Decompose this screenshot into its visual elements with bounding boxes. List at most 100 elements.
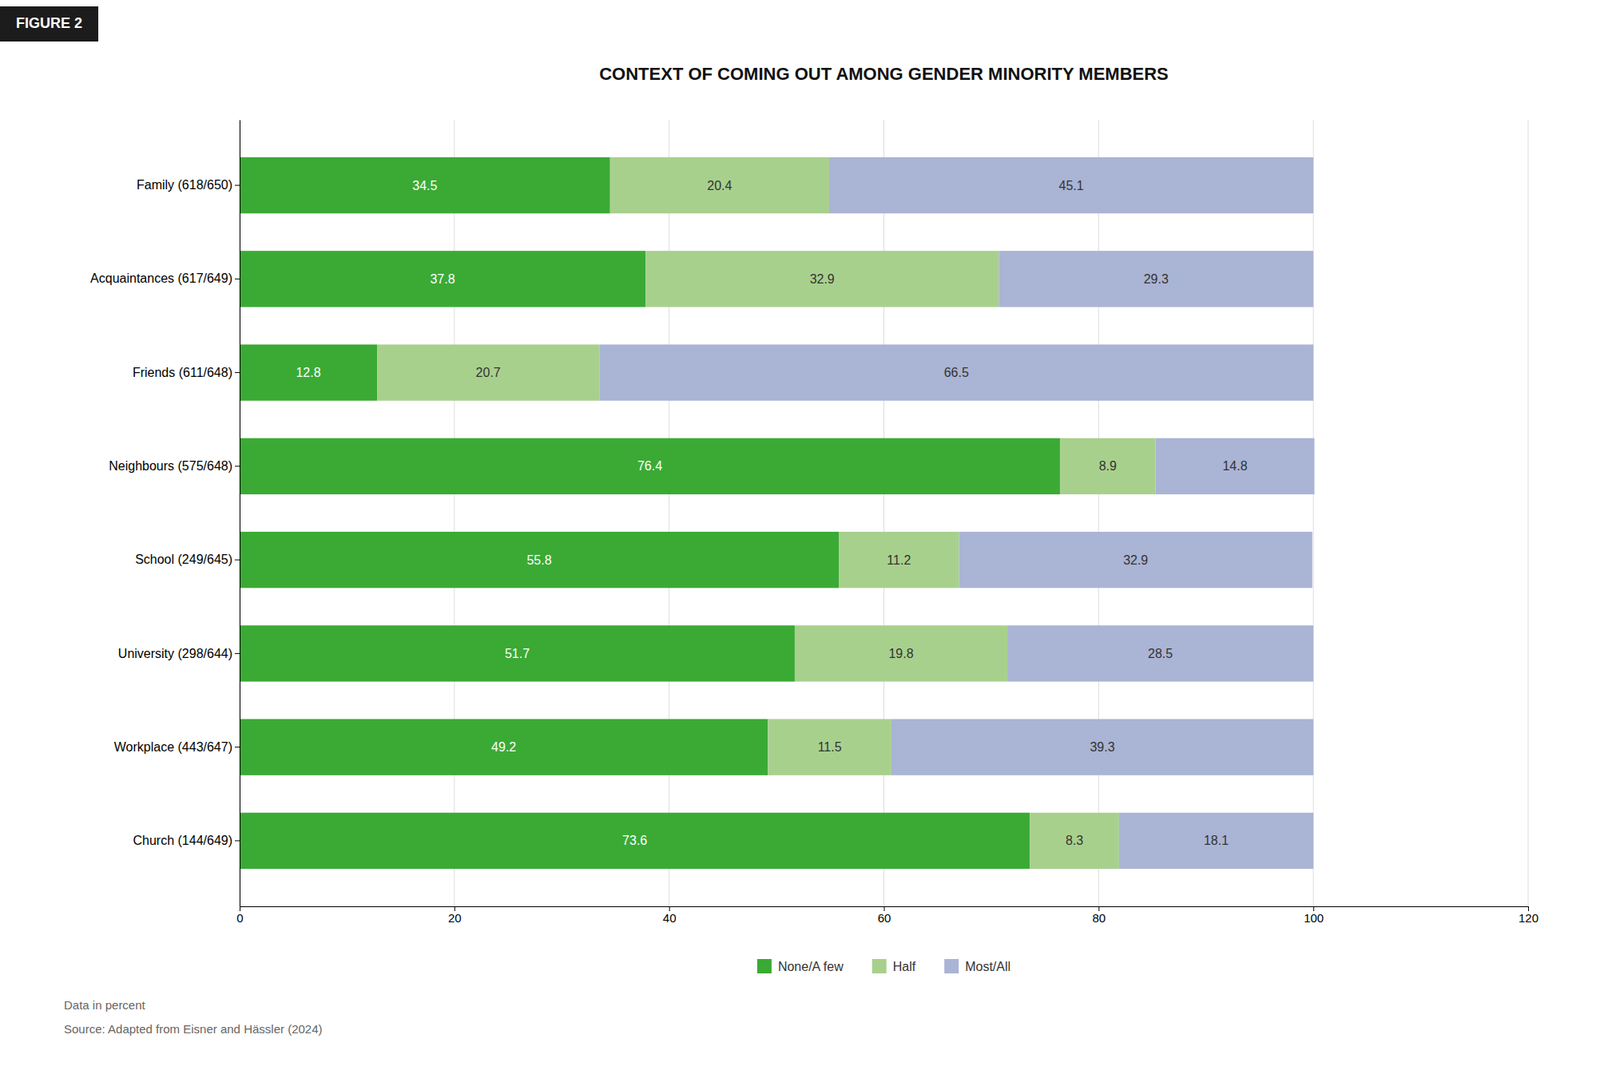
title: CONTEXT OF COMING OUT AMONG GENDER MINOR… <box>599 63 1169 84</box>
y-tick: Family (618/650) <box>136 178 240 192</box>
data-labels: 34.5 37.8 12.8 76.4 55.8 51.7 49.2 73.6 20.4 32.9… <box>295 178 1247 849</box>
legend-swatch <box>872 959 887 974</box>
legend-item: Half <box>872 959 917 974</box>
y-axis: Family (618/650) Acquaintances (617/649) F… <box>90 120 240 908</box>
data-label: 11.2 <box>886 553 911 568</box>
y-tick: Neighbours (575/648) <box>108 459 240 473</box>
y-tick-mark <box>234 185 240 187</box>
y-tick-label: Acquaintances (617/649) <box>90 271 233 286</box>
grid <box>239 119 1529 907</box>
data-label: 34.5 <box>412 178 437 193</box>
bar-segment <box>1029 813 1120 870</box>
x-tick-label: 20 <box>448 911 462 926</box>
data-label: 32.9 <box>809 272 835 286</box>
data-label: 28.5 <box>1147 647 1173 661</box>
legend-label: Most/All <box>964 960 1011 974</box>
bar-segment <box>838 532 960 588</box>
grid-line <box>1098 119 1100 907</box>
y-tick-mark <box>234 278 240 280</box>
bar-segment <box>239 438 1061 495</box>
x-tick: 40 <box>663 906 677 926</box>
bar-segment <box>645 250 999 307</box>
data-label: 49.2 <box>491 740 517 755</box>
data-label: 76.4 <box>637 459 663 473</box>
grid-line <box>668 119 670 907</box>
x-tick: 0 <box>236 906 243 926</box>
data-label: 19.8 <box>888 647 914 661</box>
bar-segment <box>794 625 1008 682</box>
grid-line <box>453 119 455 907</box>
y-tick-mark <box>234 746 240 748</box>
x-tick-label: 0 <box>236 911 243 926</box>
legend-item: Most/All <box>944 959 1011 974</box>
x-tick: 120 <box>1518 906 1539 926</box>
bar-segment <box>767 718 892 775</box>
data-label: 37.8 <box>429 272 455 286</box>
bar-segment <box>239 532 839 588</box>
y-tick-label: Friends (611/648) <box>132 365 233 380</box>
data-label: 45.1 <box>1058 178 1084 193</box>
bar-segment <box>239 718 768 775</box>
legend-item: None/A few <box>757 959 844 974</box>
grid-line <box>1528 119 1529 907</box>
bar-segment <box>377 344 600 401</box>
y-tick-mark <box>234 465 240 467</box>
y-tick: Church (144/649) <box>132 833 240 848</box>
y-tick-label: Family (618/650) <box>136 178 233 192</box>
plot-area: 0 20 40 60 80 100 120 Family (618/650) Acquainta… <box>90 119 1539 926</box>
bar-segment <box>239 157 611 214</box>
x-tick-label: 60 <box>877 911 892 926</box>
x-tick-label: 80 <box>1091 911 1106 926</box>
data-label: 14.8 <box>1222 459 1247 473</box>
data-label: 66.5 <box>944 365 969 380</box>
y-tick-label: Workplace (443/647) <box>114 740 233 755</box>
x-tick-label: 100 <box>1303 911 1324 926</box>
data-label: 32.9 <box>1123 553 1148 568</box>
x-tick: 80 <box>1091 906 1106 926</box>
bar-segment <box>239 250 646 307</box>
y-tick: Acquaintances (617/649) <box>90 271 240 286</box>
bar-segment <box>998 250 1314 307</box>
bar-segment <box>829 157 1314 214</box>
data-label: 73.6 <box>622 833 648 848</box>
y-tick: Friends (611/648) <box>132 365 240 380</box>
y-tick: Workplace (443/647) <box>114 740 240 755</box>
bar-segment <box>891 718 1314 775</box>
bar-segment <box>1060 438 1156 495</box>
data-label: 20.4 <box>706 178 732 193</box>
data-label: 18.1 <box>1203 833 1229 848</box>
legend: None/A few Half Most/All <box>757 959 1011 974</box>
y-tick-label: School (249/645) <box>134 552 233 567</box>
x-tick: 20 <box>448 906 462 926</box>
x-axis: 0 20 40 60 80 100 120 <box>236 906 1539 926</box>
x-tick-label: 120 <box>1518 911 1539 926</box>
figure-label-box <box>0 6 99 42</box>
x-tick: 60 <box>877 906 892 926</box>
x-tick-label: 40 <box>663 911 677 926</box>
y-tick-mark <box>234 559 240 561</box>
footnote: Data in percent <box>63 998 147 1013</box>
grid-line <box>883 119 885 907</box>
bar-segment <box>1007 625 1314 682</box>
chart: FIGURE 2 CONTEXT OF COMING OUT AMONG GEND… <box>0 0 1600 1082</box>
grid-line <box>1313 119 1315 907</box>
y-tick-mark <box>234 840 240 842</box>
data-label: 11.5 <box>817 740 842 755</box>
data-label: 12.8 <box>295 365 321 380</box>
bar-segment <box>959 532 1313 588</box>
legend-label: None/A few <box>778 960 844 974</box>
data-label: 29.3 <box>1143 272 1169 286</box>
data-label: 39.3 <box>1089 740 1115 755</box>
legend-swatch <box>944 959 959 974</box>
x-tick: 100 <box>1303 906 1324 926</box>
figure-label-text: FIGURE 2 <box>15 15 83 32</box>
legend-swatch <box>757 959 772 974</box>
bar-segment <box>1155 438 1315 495</box>
y-tick: School (249/645) <box>134 552 240 567</box>
legend-label: Half <box>893 960 917 974</box>
data-label: 51.7 <box>504 647 530 661</box>
data-label: 55.8 <box>526 553 552 568</box>
y-tick-mark <box>234 653 240 655</box>
data-label: 8.9 <box>1099 459 1117 473</box>
y-tick-label: Church (144/649) <box>132 833 233 848</box>
